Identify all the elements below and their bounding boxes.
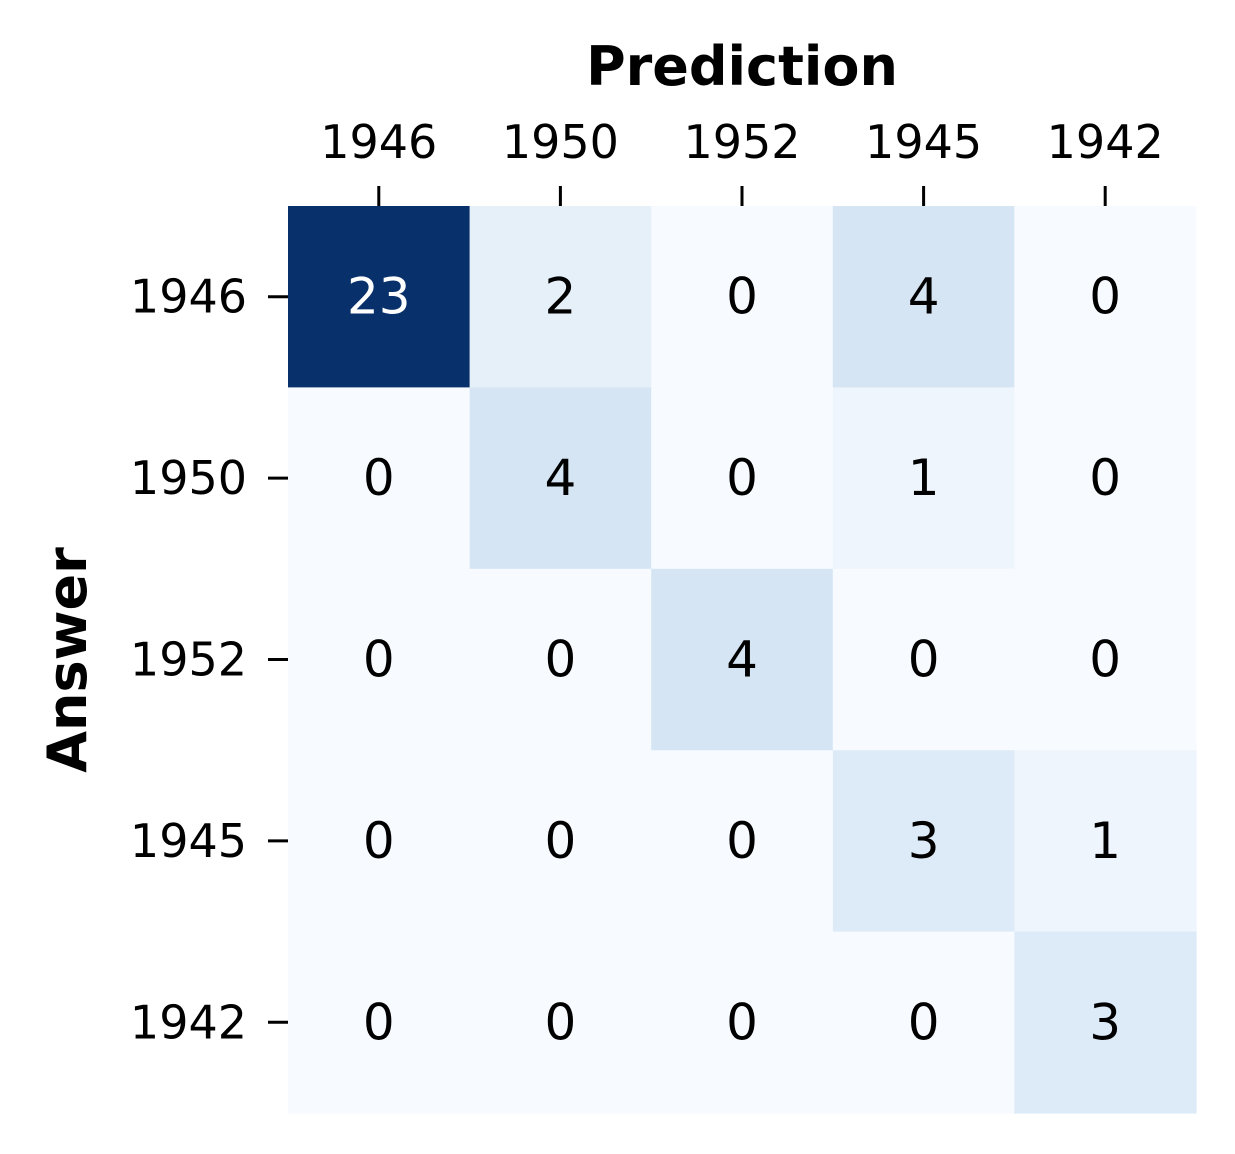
heatmap-cell [469, 750, 652, 933]
x-tick-label: 1942 [1047, 115, 1164, 169]
cell-value-label: 4 [544, 449, 576, 507]
cell-value-label: 0 [1089, 631, 1121, 689]
y-tick-label: 1945 [130, 814, 247, 868]
x-tick-label: 1946 [320, 115, 437, 169]
heatmap-cell [832, 750, 1015, 933]
cell-value-label: 0 [363, 812, 395, 870]
heatmap-cell [288, 750, 471, 933]
heatmap-cells: 23 2 0 4 0 0 4 0 1 0 0 0 4 0 0 0 0 0 3 1 0 0 0 0 3 [288, 206, 1197, 1114]
cell-value-label: 0 [544, 812, 576, 870]
heatmap-cell [1014, 750, 1197, 933]
cell-value-label: 0 [726, 449, 758, 507]
cell-value-label: 0 [908, 631, 940, 689]
cell-value-label: 4 [908, 268, 940, 326]
heatmap-cell [651, 387, 834, 570]
heatmap-cell [1014, 931, 1197, 1114]
y-axis-title: Answer [36, 547, 99, 773]
y-axis-ticks: 1946 1950 1952 1945 1942 [130, 270, 288, 1049]
heatmap-cell [1014, 387, 1197, 570]
heatmap-cell [469, 931, 652, 1114]
y-tick-label: 1942 [130, 995, 247, 1049]
cell-value-label: 4 [726, 631, 758, 689]
cell-value-label: 0 [726, 268, 758, 326]
cell-value-label: 0 [544, 993, 576, 1051]
heatmap-cell [651, 568, 834, 751]
x-axis-ticks: 1946 1950 1952 1945 1942 [320, 115, 1164, 206]
heatmap-cell [469, 387, 652, 570]
cell-value-label: 0 [544, 631, 576, 689]
heatmap-cell [1014, 568, 1197, 751]
y-tick-label: 1950 [130, 451, 247, 505]
x-axis-title: Prediction [586, 35, 898, 98]
cell-value-label: 0 [726, 812, 758, 870]
heatmap-cell [832, 568, 1015, 751]
heatmap-cell [469, 568, 652, 751]
heatmap-cell [288, 387, 471, 570]
heatmap-cell [288, 931, 471, 1114]
cell-value-label: 1 [908, 449, 940, 507]
cell-value-label: 0 [363, 993, 395, 1051]
x-tick-label: 1945 [865, 115, 982, 169]
heatmap-cell [651, 206, 834, 388]
heatmap-cell [832, 931, 1015, 1114]
cell-value-label: 3 [908, 812, 940, 870]
cell-value-label: 0 [908, 993, 940, 1051]
cell-value-label: 2 [544, 268, 576, 326]
cell-value-label: 0 [726, 993, 758, 1051]
heatmap-cell [288, 568, 471, 751]
cell-value-label: 23 [347, 268, 411, 326]
cell-value-label: 1 [1089, 812, 1121, 870]
heatmap-cell [651, 931, 834, 1114]
cell-value-label: 0 [363, 449, 395, 507]
cell-value-label: 0 [1089, 268, 1121, 326]
heatmap-cell [1014, 206, 1197, 388]
heatmap-cell [288, 206, 471, 388]
y-tick-label: 1946 [130, 270, 247, 324]
heatmap-cell [469, 206, 652, 388]
heatmap-cell [832, 206, 1015, 388]
heatmap-cell [832, 387, 1015, 570]
cell-value-label: 0 [1089, 449, 1121, 507]
heatmap-cell [651, 750, 834, 933]
x-tick-label: 1950 [502, 115, 619, 169]
cell-value-label: 0 [363, 631, 395, 689]
cell-value-label: 3 [1089, 993, 1121, 1051]
x-tick-label: 1952 [683, 115, 800, 169]
y-tick-label: 1952 [130, 633, 247, 687]
